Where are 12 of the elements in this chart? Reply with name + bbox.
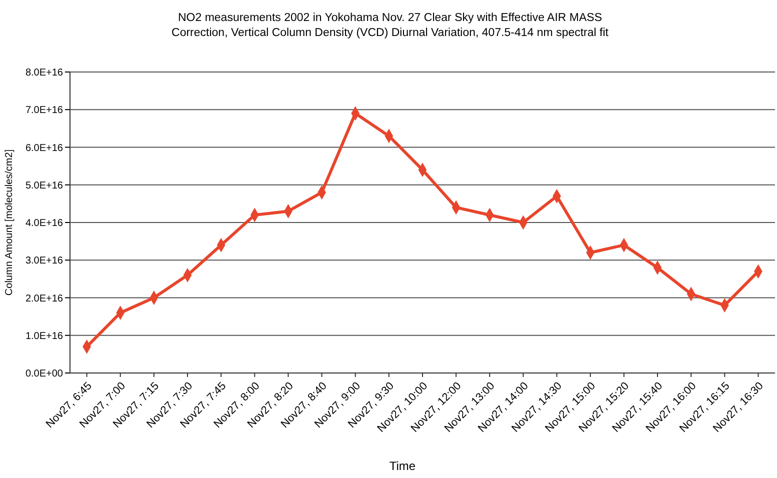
y-axis-title: Column Amount [molecules/cm2] [4, 149, 15, 296]
y-tick-label: 5.0E+16 [25, 180, 64, 192]
x-axis-title: Time [389, 459, 416, 473]
y-tick-label: 2.0E+16 [25, 293, 64, 304]
y-tick-label: 4.0E+16 [25, 218, 64, 229]
chart-title: NO2 measurements 2002 in Yokohama Nov. 27 Clear Sky with Effective AIR MASS Correction, Vertical Column Density (VCD) Diurnal Variation, 407.5-414 nm spectral fit [172, 12, 610, 39]
y-tick-label: 0.0E+00 [25, 368, 64, 380]
y-tick-label: 3.0E+16 [25, 256, 64, 267]
y-tick-label: 6.0E+16 [25, 142, 64, 154]
y-tick-label: 7.0E+16 [25, 105, 64, 116]
y-tick-label: 8.0E+16 [25, 68, 64, 78]
y-tick-label: 1.0E+16 [25, 330, 64, 342]
